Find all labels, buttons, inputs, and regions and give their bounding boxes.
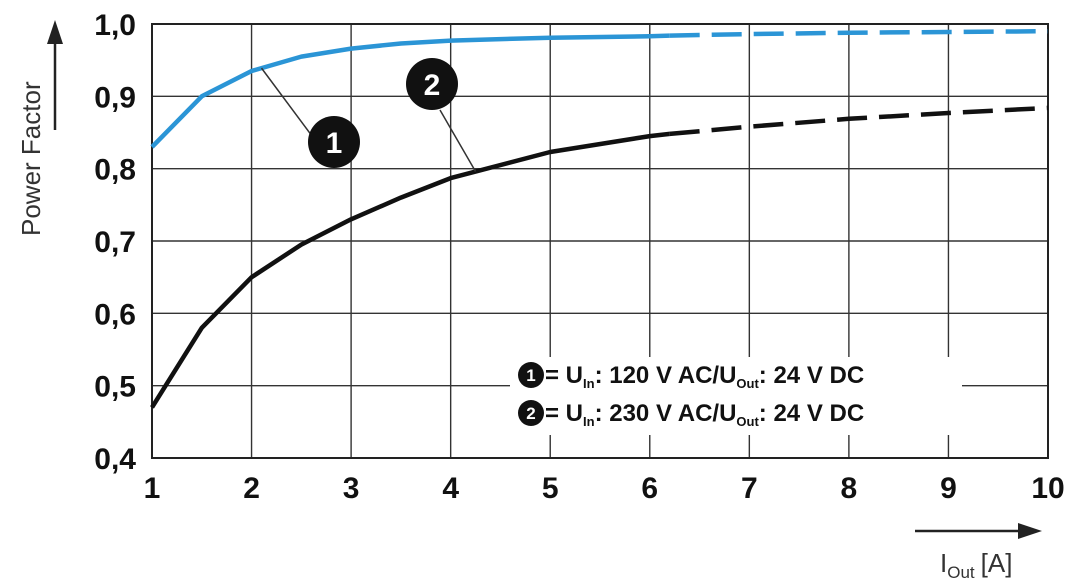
legend-background <box>510 357 962 435</box>
legend-entry: = UIn: 120 V AC/UOut: 24 V DC <box>545 362 864 391</box>
x-axis-arrow-icon <box>1018 523 1042 539</box>
marker-leader-line <box>439 109 477 172</box>
y-tick-label: 0,5 <box>94 371 136 404</box>
x-tick-label: 5 <box>542 472 559 505</box>
grid <box>151 23 1049 459</box>
series-lines <box>150 28 1049 409</box>
y-tick-label: 0,6 <box>94 298 136 331</box>
y-tick-label: 0,9 <box>94 81 136 114</box>
y-axis-label: Power Factor <box>16 81 46 236</box>
series-2-line-dashed <box>669 105 1049 137</box>
y-axis-title: Power Factor <box>16 20 63 236</box>
x-tick-label: 9 <box>940 472 957 505</box>
legend-marker-2 <box>518 400 544 426</box>
y-tick-label: 0,8 <box>94 154 136 187</box>
x-tick-label: 1 <box>144 472 161 505</box>
series-1-line-dashed <box>669 28 1049 38</box>
series-markers: 12 <box>260 58 477 172</box>
x-tick-label: 4 <box>442 472 459 505</box>
marker-badge-label: 2 <box>424 69 441 102</box>
series-2-line-solid <box>150 131 670 409</box>
marker-leader-line <box>260 67 313 137</box>
x-tick-label: 3 <box>343 472 360 505</box>
x-tick-label: 7 <box>741 472 758 505</box>
x-axis-label: IOut [A] <box>940 548 1012 582</box>
tick-labels: 1 2 3 4 5 6 7 8 9 100,40,50,60,70,80,91,0 <box>94 9 1064 505</box>
legend: 1 = UIn: 120 V AC/UOut: 24 V DC 2 = UIn: 23… <box>510 357 962 435</box>
x-tick-label: 6 <box>641 472 658 505</box>
marker-badge-label: 1 <box>326 127 343 160</box>
plot-frame <box>151 23 1049 459</box>
marker-badge-2 <box>406 58 458 110</box>
marker-badge-1 <box>308 116 360 168</box>
y-tick-label: 0,4 <box>94 443 136 476</box>
legend-marker-label: 2 <box>526 404 535 423</box>
legend-marker-1 <box>518 362 544 388</box>
legend-marker-label: 1 <box>526 366 535 385</box>
y-tick-label: 1,0 <box>94 9 136 42</box>
x-tick-label: 2 <box>243 472 260 505</box>
legend-entry: = UIn: 230 V AC/UOut: 24 V DC <box>545 400 864 429</box>
y-tick-label: 0,7 <box>94 226 136 259</box>
x-tick-label: 10 <box>1031 472 1064 505</box>
series-1-line-solid <box>150 33 670 149</box>
x-tick-label: 8 <box>841 472 858 505</box>
y-axis-arrow-icon <box>47 20 63 44</box>
x-axis-title: IOut [A] <box>915 523 1042 582</box>
